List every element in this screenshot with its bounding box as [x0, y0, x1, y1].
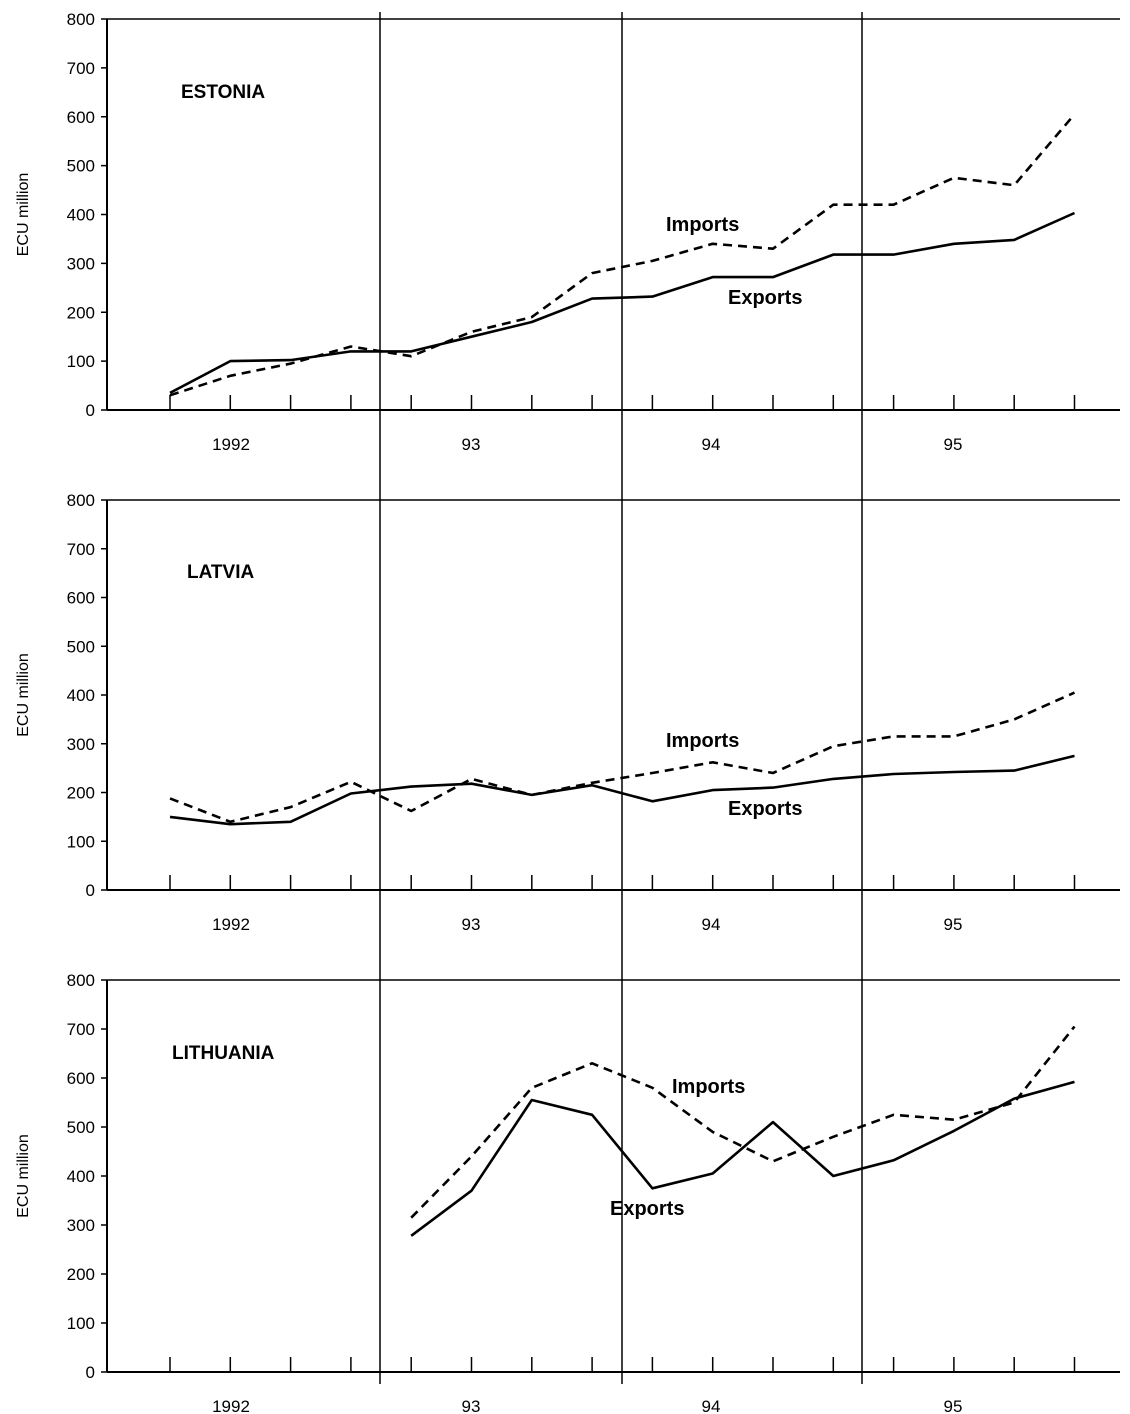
series-line-exports — [410, 1080, 1075, 1237]
y-tick-label: 500 — [67, 637, 95, 656]
y-tick-label: 0 — [86, 881, 95, 900]
year-label: 95 — [944, 1397, 963, 1414]
panel-lithuania: 0 100 200 300 400 500 600 700 800 ECU million 1992… — [15, 971, 1120, 1414]
y-tick-label: 300 — [67, 735, 95, 754]
y-tick-label: 700 — [67, 540, 95, 559]
y-tick-label: 300 — [67, 254, 95, 273]
y-tick-label: 500 — [67, 157, 95, 176]
y-tick-label: 300 — [67, 1216, 95, 1235]
year-label: 93 — [462, 1397, 481, 1414]
panel-title: ESTONIA — [181, 82, 265, 103]
y-tick-label: 600 — [67, 589, 95, 608]
y-tick-label: 800 — [67, 971, 95, 990]
y-tick-label: 700 — [67, 1020, 95, 1039]
y-axis-label: ECU million — [15, 173, 32, 257]
y-tick-label: 400 — [67, 206, 95, 225]
y-tick-label: 600 — [67, 108, 95, 127]
series-line-imports — [410, 1025, 1076, 1219]
series-label-imports: Imports — [672, 1076, 745, 1098]
panel-estonia: 0 100 200 300 400 500 600 700 800 ECU million 1992… — [15, 10, 1120, 454]
y-tick-label: 400 — [67, 1167, 95, 1186]
year-label: 94 — [702, 915, 721, 934]
year-label: 95 — [944, 915, 963, 934]
y-axis-label: ECU million — [15, 653, 32, 737]
series-label-imports: Imports — [666, 730, 739, 752]
series-line-exports — [169, 211, 1076, 395]
y-tick-label: 600 — [67, 1069, 95, 1088]
year-label: 95 — [944, 435, 963, 454]
year-label: 93 — [462, 915, 481, 934]
y-tick-label: 400 — [67, 686, 95, 705]
panel-title: LITHUANIA — [172, 1043, 275, 1064]
year-label: 93 — [462, 435, 481, 454]
year-label: 1992 — [212, 1397, 250, 1414]
y-tick-label: 200 — [67, 303, 95, 322]
series-label-imports: Imports — [666, 214, 739, 236]
y-tick-label: 100 — [67, 832, 95, 851]
y-tick-label: 800 — [67, 10, 95, 29]
year-label: 94 — [702, 1397, 721, 1414]
year-label: 1992 — [212, 435, 250, 454]
y-tick-label: 0 — [86, 401, 95, 420]
y-tick-label: 500 — [67, 1118, 95, 1137]
y-tick-label: 100 — [67, 352, 95, 371]
y-tick-label: 800 — [67, 491, 95, 510]
y-axis-label: ECU million — [15, 1134, 32, 1218]
series-line-imports — [169, 691, 1076, 824]
series-line-exports — [169, 754, 1075, 826]
y-tick-label: 100 — [67, 1314, 95, 1333]
series-label-exports: Exports — [728, 798, 802, 820]
series-label-exports: Exports — [728, 287, 802, 309]
y-tick-label: 0 — [86, 1363, 95, 1382]
y-tick-label: 200 — [67, 784, 95, 803]
year-label: 1992 — [212, 915, 250, 934]
series-label-exports: Exports — [610, 1198, 684, 1220]
panel-latvia: 0 100 200 300 400 500 600 700 800 ECU million 1992… — [15, 491, 1120, 934]
y-tick-label: 700 — [67, 59, 95, 78]
panel-title: LATVIA — [187, 562, 254, 583]
y-tick-label: 200 — [67, 1265, 95, 1284]
year-label: 94 — [702, 435, 721, 454]
